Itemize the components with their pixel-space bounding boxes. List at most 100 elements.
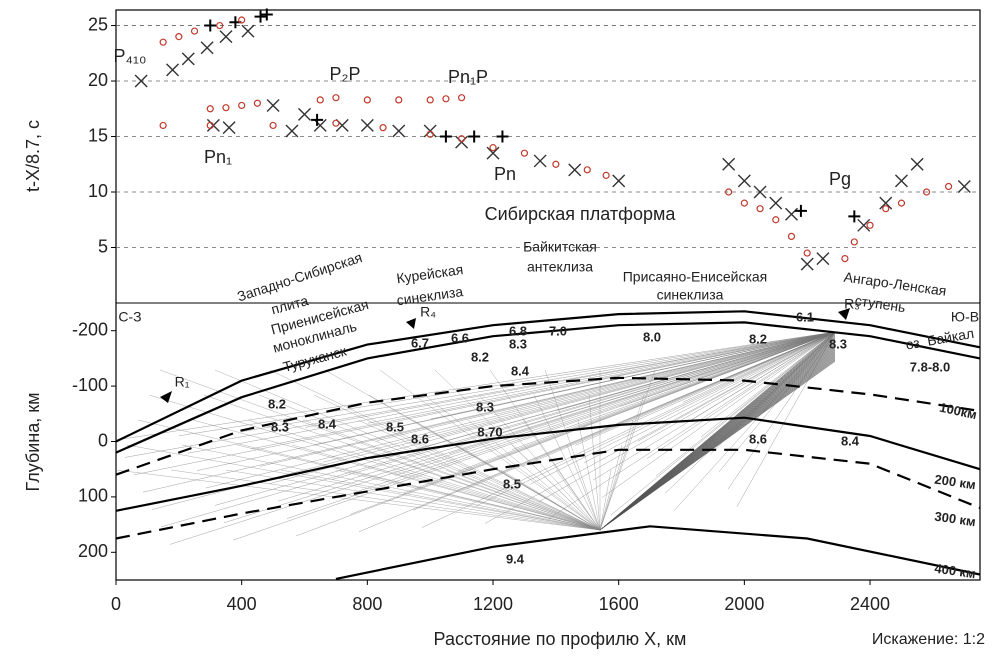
y-tick-label: 20 [88, 70, 108, 90]
point [946, 183, 952, 189]
ray [600, 470, 611, 530]
annotation: Присаяно-Енисейская [623, 269, 768, 285]
point [204, 20, 216, 32]
annotation: синеклиза [657, 287, 724, 303]
point [286, 125, 298, 137]
point [842, 256, 848, 262]
point [314, 119, 326, 131]
y-tick-label: 0 [98, 430, 108, 450]
ray [600, 445, 622, 530]
point [255, 11, 267, 23]
figure: t-X/8.7, c Глубина, км Расстояние по про… [0, 0, 997, 662]
point [817, 253, 829, 265]
y-tick-label: 100 [78, 486, 108, 506]
annotation: 200 км [934, 472, 977, 493]
point [192, 28, 198, 34]
point [496, 131, 508, 143]
point [167, 64, 179, 76]
ray [160, 370, 600, 530]
x-tick-label: 2400 [850, 594, 890, 614]
point [393, 125, 405, 137]
annotation: Байкитская [523, 239, 597, 255]
point [858, 219, 870, 231]
point [723, 158, 735, 170]
point [361, 119, 373, 131]
ray [336, 470, 600, 530]
ray [127, 445, 600, 530]
point [851, 239, 857, 245]
annotation: антеклиза [527, 259, 593, 275]
y-tick-label: 10 [88, 181, 108, 201]
annotation: 7.0 [549, 323, 567, 338]
point [333, 95, 339, 101]
ray [494, 332, 835, 415]
ray [490, 370, 600, 530]
annotation: 8.6 [749, 431, 767, 446]
x-tick-label: 800 [352, 594, 382, 614]
point [223, 122, 235, 134]
annotation: С-З [118, 309, 141, 325]
point [176, 34, 182, 40]
ray [391, 470, 600, 530]
point [182, 53, 194, 65]
annotation: 8.2 [749, 331, 767, 346]
y-tick-label: 200 [78, 541, 108, 561]
ray [539, 332, 835, 502]
annotation: 6.6 [451, 330, 469, 345]
ray [600, 420, 633, 530]
point [270, 122, 276, 128]
annotation: P₄₁₀ [114, 46, 147, 66]
point [299, 108, 311, 120]
point [958, 180, 970, 192]
annotation: R₄ [420, 304, 436, 320]
x-tick-label: 0 [111, 594, 121, 614]
annotation: Сибирская платформа [485, 204, 677, 224]
y-tick-label: 5 [98, 236, 108, 256]
annotation: 400 км [934, 561, 977, 582]
point [521, 150, 527, 156]
ray [350, 332, 835, 514]
annotation: 8.3 [829, 336, 847, 351]
annotation: 6.7 [411, 335, 429, 350]
ray [292, 445, 600, 530]
distortion-note: Искажение: 1:2 [872, 631, 985, 648]
y-tick-label: -200 [72, 319, 108, 339]
y-tick-label: 15 [88, 125, 108, 145]
annotation: 9.4 [506, 551, 525, 566]
ray [485, 332, 835, 523]
annotation: 8.4 [841, 433, 860, 448]
annotation: R₃ [844, 296, 860, 312]
annotation: 8.5 [386, 419, 404, 434]
x-tick-label: 2000 [724, 594, 764, 614]
point [867, 222, 873, 228]
annotation: 8.4 [318, 416, 337, 431]
point [487, 147, 499, 159]
point [380, 125, 386, 131]
ray [377, 332, 835, 441]
point [773, 217, 779, 223]
y-axis-label: t-X/8.7, c [23, 120, 43, 192]
point [267, 99, 279, 111]
point [135, 75, 147, 87]
point [160, 122, 166, 128]
point [396, 97, 402, 103]
point [207, 106, 213, 112]
ray [404, 332, 835, 493]
annotation: 8.70 [477, 424, 502, 439]
annotation: оз. Байкал [904, 325, 975, 353]
point [317, 97, 323, 103]
annotation: Курейская [395, 261, 464, 286]
point [333, 120, 339, 126]
point [795, 205, 807, 217]
y-tick-label: -100 [72, 375, 108, 395]
annotation: 6.1 [796, 309, 814, 324]
annotation: 8.3 [509, 336, 527, 351]
annotation: Ю-В [951, 309, 979, 325]
annotation: 100км [938, 400, 978, 423]
point [468, 131, 480, 143]
point [584, 167, 590, 173]
point [569, 164, 581, 176]
point [220, 31, 232, 43]
point [239, 102, 245, 108]
annotation: 8.3 [476, 399, 494, 414]
